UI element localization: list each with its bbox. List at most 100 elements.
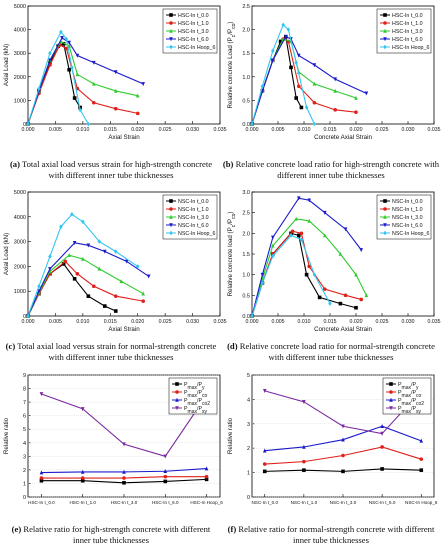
data-point (48, 60, 52, 65)
data-point (302, 444, 306, 449)
data-point (37, 283, 41, 289)
legend-entry: NSC-In t_3.0 (392, 215, 423, 221)
y-tick-label: 1.5 (242, 252, 250, 258)
data-point (328, 301, 332, 306)
data-point (289, 65, 293, 70)
x-tick-label: 0.035 (214, 319, 227, 325)
y-tick-label: 0.5 (242, 293, 250, 299)
y-axis-label: Relative ratio (227, 417, 234, 454)
series-p-max-p-co (39, 474, 209, 480)
data-point (81, 256, 85, 261)
data-point (323, 210, 327, 215)
data-point (302, 459, 306, 464)
data-point (124, 259, 129, 264)
data-point (59, 224, 63, 230)
legend-entry: NSC-In t_1.0 (392, 207, 423, 213)
data-point (86, 243, 91, 248)
legend: NSC-In t_0.0 NSC-In t_1.0 NSC-In t_3.0 NSC-… (376, 194, 432, 240)
y-tick-label: 6 (23, 414, 26, 420)
chart-a: 0 1000 2000 3000 4000 5000 0.000 0.005 0.010 0.01… (3, 4, 227, 141)
y-tick-label: 5000 (14, 190, 26, 196)
legend-entry: Pmax/Psy (184, 406, 208, 415)
legend-entry: HSC-In Hoop_6 (178, 45, 215, 51)
x-tick-label: HSC-In t_6.0 (152, 500, 179, 505)
y-tick-label: 5 (23, 427, 26, 433)
legend: NSC-In t_0.0 NSC-In t_1.0 NSC-In t_3.0 NSC-… (162, 194, 218, 240)
legend-entry: HSC-In t_1.0 (392, 21, 423, 27)
y-tick-label: 8 (23, 387, 26, 393)
y-tick-label: 2 (247, 446, 250, 452)
data-point (262, 469, 267, 474)
data-point (323, 287, 327, 291)
x-tick-label: 0.030 (186, 127, 199, 133)
data-point (419, 468, 424, 472)
y-tick-label: 0.0 (242, 314, 250, 320)
data-point (63, 259, 68, 264)
x-tick-label: 0.005 (49, 127, 62, 133)
legend-entry: NSC-In t_6.0 (178, 223, 209, 229)
legend-entry: HSC-In t_0.0 (392, 13, 423, 19)
legend-entry: Pmax/Psy (398, 406, 422, 415)
data-point (48, 267, 52, 272)
legend-entry: NSC-In t_6.0 (392, 223, 423, 229)
legend-marker (169, 214, 173, 219)
series-line (27, 242, 149, 317)
data-point (81, 219, 85, 225)
y-tick-label: 0.5 (242, 98, 250, 104)
data-point (333, 108, 338, 112)
data-point (103, 304, 107, 308)
data-point (354, 305, 358, 310)
data-point (419, 457, 424, 461)
caption-f-text: Relative ratio for normal-strength concr… (238, 524, 435, 545)
data-point (86, 121, 91, 127)
x-tick-label: NSC-In t_1.0 (291, 500, 318, 505)
legend-marker (169, 207, 173, 211)
data-point (92, 100, 96, 105)
x-tick-label: 0.025 (376, 127, 389, 133)
legend-marker (383, 214, 387, 219)
data-point (122, 480, 126, 485)
data-point (284, 34, 288, 39)
data-point (343, 227, 348, 232)
data-point (113, 309, 118, 313)
data-point (113, 88, 118, 93)
y-tick-label: 2.0 (242, 28, 250, 34)
data-point (92, 284, 96, 289)
y-axis-label: Axial Load (kN) (3, 44, 10, 86)
data-point (80, 478, 85, 483)
x-axis-label: Concrete Axial Strain (314, 134, 372, 141)
data-point (163, 474, 168, 479)
caption-d-text: Relative concrete load ratio for normal-… (239, 341, 435, 362)
series-p-max-p-co2 (262, 424, 424, 453)
data-point (297, 233, 301, 238)
series-line (27, 30, 89, 125)
data-point (72, 277, 77, 281)
data-point (39, 392, 44, 397)
data-point (113, 70, 118, 75)
y-tick-label: 4000 (14, 28, 26, 34)
data-point (260, 280, 265, 286)
data-point (271, 243, 275, 248)
legend-marker (383, 223, 387, 228)
y-tick-label: 1000 (14, 289, 26, 295)
data-point (380, 445, 384, 449)
legend-marker (383, 207, 387, 211)
y-axis-label: Relative concrete load (Pc/Pco) (227, 212, 237, 297)
data-point (341, 453, 345, 458)
legend: HSC-In t_0.0 HSC-In t_1.0 HSC-In t_3.0 HSC-… (376, 8, 432, 54)
data-point (260, 83, 265, 89)
data-point (103, 249, 107, 254)
x-tick-label: 0.020 (350, 127, 363, 133)
x-tick-label: 0.030 (402, 319, 415, 325)
y-tick-label: 1 (247, 471, 250, 477)
x-tick-label: NSC-In Hoop_6 (405, 500, 438, 505)
y-tick-label: 3 (23, 454, 26, 460)
legend-marker (175, 382, 179, 386)
series-hsc-in-hoop-6 (250, 22, 317, 127)
data-point (80, 476, 85, 480)
y-tick-label: 2000 (14, 264, 26, 270)
caption-a: (a) Total axial load versus strain for h… (2, 159, 220, 180)
data-point (141, 299, 145, 303)
data-point (271, 235, 275, 240)
legend-entry: HSC-In t_6.0 (178, 37, 209, 43)
